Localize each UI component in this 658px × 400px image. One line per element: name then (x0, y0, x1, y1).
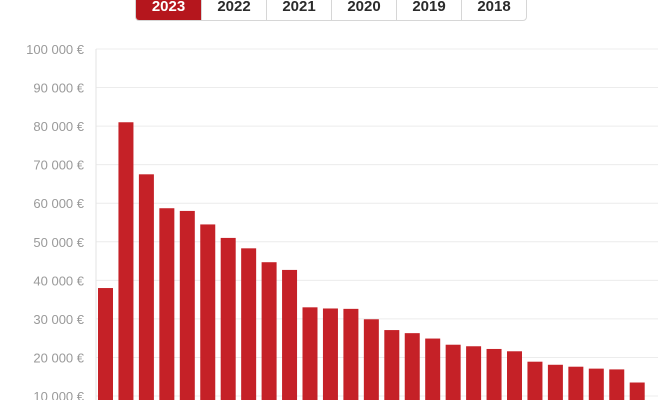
tab-2023[interactable]: 2023 (136, 0, 201, 20)
bar[interactable] (404, 333, 420, 400)
bar[interactable] (302, 307, 318, 400)
bar[interactable] (261, 262, 277, 400)
y-tick-label: 60 000 € (33, 196, 84, 211)
y-tick-label: 20 000 € (33, 350, 84, 365)
bar[interactable] (343, 308, 359, 400)
bar[interactable] (486, 348, 502, 400)
tab-2020[interactable]: 2020 (331, 0, 396, 20)
y-axis-tick-labels: 10 000 € 20 000 € 30 000 € 40 000 € 50 000 €… (26, 42, 85, 400)
bars (98, 122, 645, 400)
y-tick-label: 90 000 € (33, 81, 84, 96)
y-tick-label: 70 000 € (33, 158, 84, 173)
bar[interactable] (322, 308, 338, 400)
bar[interactable] (118, 122, 134, 400)
y-tick-label: 80 000 € (33, 119, 84, 134)
bar[interactable] (138, 174, 154, 400)
bar[interactable] (425, 338, 441, 400)
bar[interactable] (384, 330, 400, 400)
y-tick-label: 30 000 € (33, 312, 84, 327)
tab-2018[interactable]: 2018 (461, 0, 526, 20)
bar[interactable] (527, 361, 543, 400)
bar[interactable] (159, 208, 175, 400)
y-tick-label: 10 000 € (33, 389, 84, 400)
bar[interactable] (282, 269, 298, 400)
bar[interactable] (629, 382, 645, 400)
tab-2022[interactable]: 2022 (201, 0, 266, 20)
bar[interactable] (363, 319, 379, 400)
bar[interactable] (200, 224, 216, 400)
bar[interactable] (547, 364, 563, 400)
bar[interactable] (445, 344, 461, 400)
y-tick-label: 40 000 € (33, 273, 84, 288)
bar[interactable] (466, 346, 482, 400)
bar[interactable] (609, 369, 625, 400)
bar[interactable] (241, 248, 257, 400)
tab-2019[interactable]: 2019 (396, 0, 461, 20)
bar[interactable] (588, 368, 604, 400)
bar[interactable] (98, 288, 113, 400)
tab-2021[interactable]: 2021 (266, 0, 331, 20)
bar[interactable] (179, 210, 195, 400)
bar[interactable] (568, 366, 584, 400)
y-tick-label: 50 000 € (33, 235, 84, 250)
year-tabs: 2023 2022 2021 2020 2019 2018 (135, 0, 527, 21)
bar[interactable] (507, 351, 522, 400)
bar[interactable] (220, 237, 236, 400)
y-tick-label: 100 000 € (26, 42, 85, 57)
